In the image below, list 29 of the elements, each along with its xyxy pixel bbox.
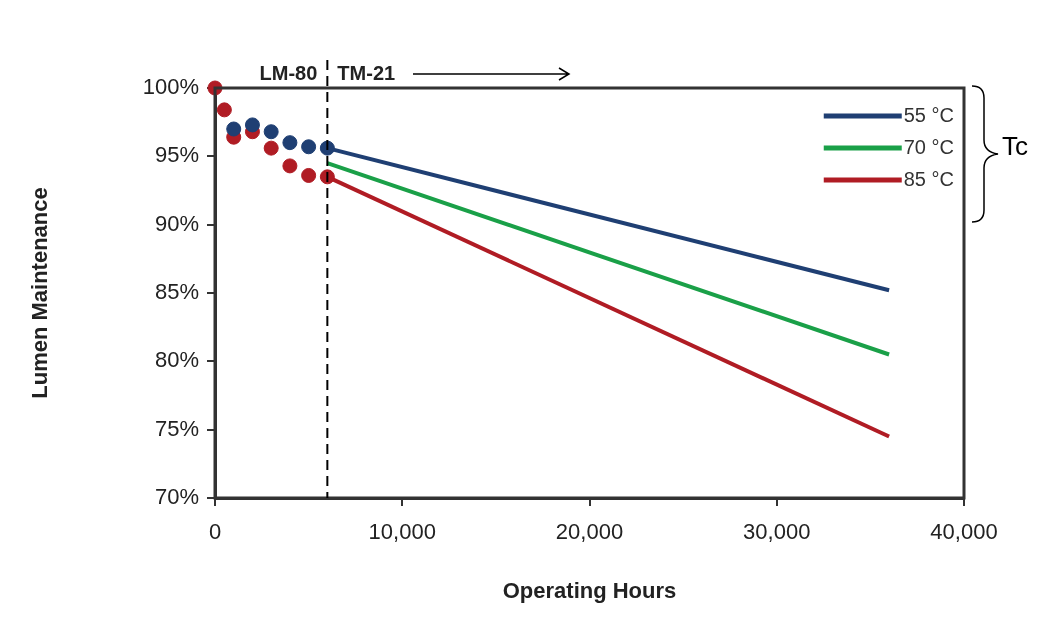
point — [301, 167, 317, 183]
y-tick-label: 100% — [142, 74, 199, 100]
point — [282, 158, 298, 174]
y-tick-label: 75% — [154, 415, 199, 441]
point — [301, 139, 317, 155]
legend-label: 85 °C — [903, 167, 954, 190]
text: LM-80 — [259, 61, 318, 84]
point — [244, 117, 260, 133]
text: TM-21 — [337, 61, 396, 84]
point — [263, 140, 279, 156]
y-tick-label: 80% — [154, 347, 199, 373]
y-tick-label: 85% — [154, 279, 199, 305]
x-tick-label: 10,000 — [368, 519, 436, 545]
x-tick-label: 40,000 — [930, 519, 998, 545]
legend-title: Tc — [1002, 131, 1028, 162]
legend-label: 70 °C — [903, 135, 954, 158]
point — [282, 135, 298, 151]
x-tick-label: 20,000 — [555, 519, 624, 545]
y-tick-label: 95% — [154, 142, 199, 168]
y-tick-label: 90% — [154, 210, 199, 236]
y-axis-title: Lumen Maintenance — [27, 187, 53, 399]
point — [226, 121, 242, 137]
x-axis-title: Operating Hours — [502, 577, 677, 603]
point — [216, 102, 232, 118]
y-tick-label: 70% — [154, 484, 199, 510]
x-tick-label: 0 — [208, 519, 222, 545]
legend-label: 55 °C — [903, 103, 954, 126]
point — [263, 124, 279, 140]
x-tick-label: 30,000 — [743, 519, 811, 545]
